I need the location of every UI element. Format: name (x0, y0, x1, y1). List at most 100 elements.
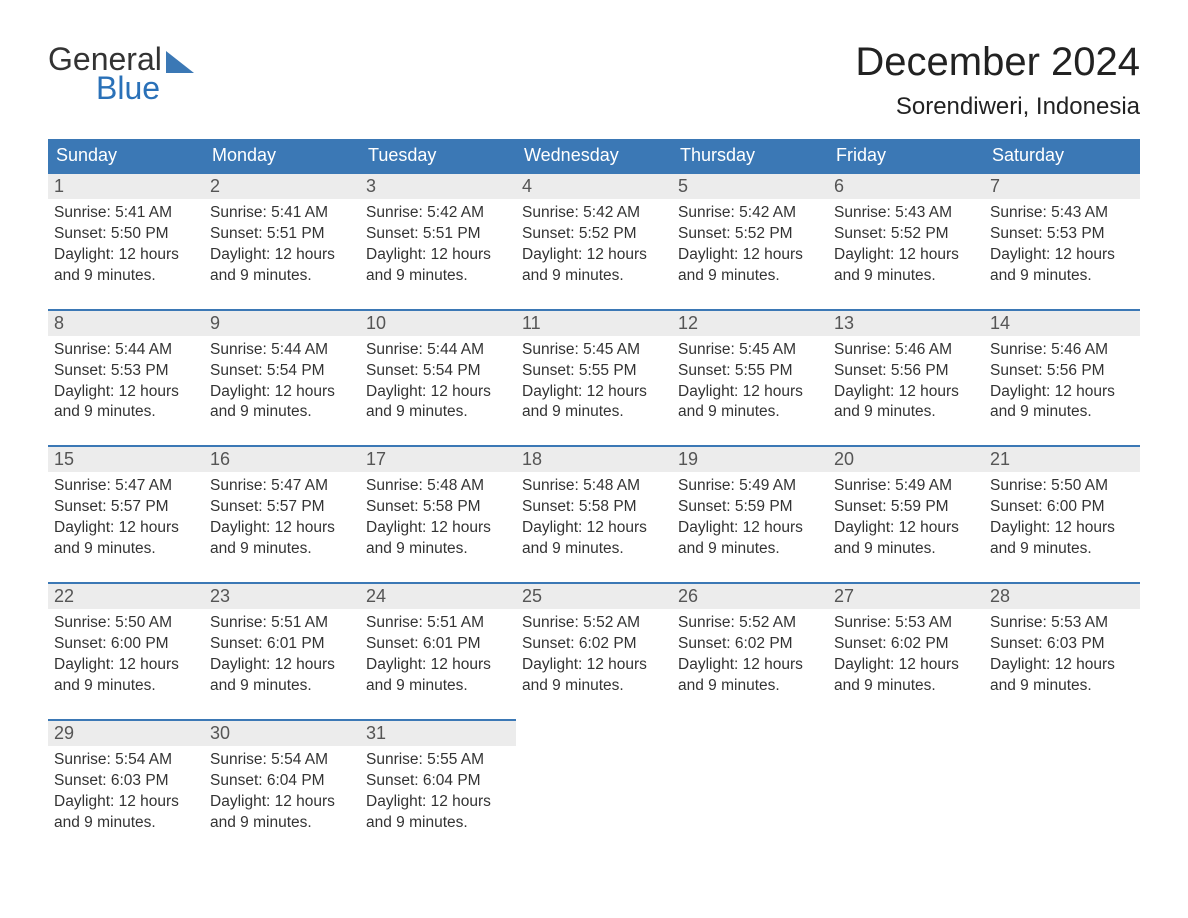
logo-triangle-icon (166, 46, 194, 78)
day-sunset: Sunset: 6:01 PM (210, 634, 354, 655)
day-dl1: Daylight: 12 hours (678, 245, 822, 266)
weekday-header: Monday (204, 139, 360, 172)
day-number: 13 (828, 309, 984, 336)
calendar-day-cell: 31Sunrise: 5:55 AMSunset: 6:04 PMDayligh… (360, 719, 516, 856)
calendar-day-cell (828, 719, 984, 856)
calendar-day-cell: 19Sunrise: 5:49 AMSunset: 5:59 PMDayligh… (672, 445, 828, 582)
day-dl2: and 9 minutes. (990, 539, 1134, 560)
calendar-body: 1Sunrise: 5:41 AMSunset: 5:50 PMDaylight… (48, 172, 1140, 855)
calendar-day-cell (984, 719, 1140, 856)
day-number: 28 (984, 582, 1140, 609)
title-block: December 2024 Sorendiweri, Indonesia (855, 40, 1140, 121)
day-sunrise: Sunrise: 5:47 AM (210, 476, 354, 497)
day-sunrise: Sunrise: 5:52 AM (522, 613, 666, 634)
calendar-day-cell: 2Sunrise: 5:41 AMSunset: 5:51 PMDaylight… (204, 172, 360, 309)
day-number: 26 (672, 582, 828, 609)
calendar-day-cell: 4Sunrise: 5:42 AMSunset: 5:52 PMDaylight… (516, 172, 672, 309)
day-dl2: and 9 minutes. (990, 402, 1134, 423)
day-dl1: Daylight: 12 hours (522, 518, 666, 539)
day-dl1: Daylight: 12 hours (54, 518, 198, 539)
day-sunset: Sunset: 5:58 PM (366, 497, 510, 518)
day-sunset: Sunset: 6:02 PM (678, 634, 822, 655)
calendar-day-cell: 14Sunrise: 5:46 AMSunset: 5:56 PMDayligh… (984, 309, 1140, 446)
day-dl2: and 9 minutes. (210, 813, 354, 834)
day-sunrise: Sunrise: 5:51 AM (210, 613, 354, 634)
day-dl2: and 9 minutes. (366, 676, 510, 697)
day-sunset: Sunset: 6:03 PM (54, 771, 198, 792)
day-number: 25 (516, 582, 672, 609)
day-dl1: Daylight: 12 hours (54, 382, 198, 403)
day-dl2: and 9 minutes. (54, 813, 198, 834)
day-sunrise: Sunrise: 5:45 AM (522, 340, 666, 361)
day-dl1: Daylight: 12 hours (54, 655, 198, 676)
day-dl1: Daylight: 12 hours (678, 382, 822, 403)
calendar-day-cell: 28Sunrise: 5:53 AMSunset: 6:03 PMDayligh… (984, 582, 1140, 719)
day-sunset: Sunset: 5:50 PM (54, 224, 198, 245)
day-sunset: Sunset: 5:52 PM (522, 224, 666, 245)
calendar-day-cell: 26Sunrise: 5:52 AMSunset: 6:02 PMDayligh… (672, 582, 828, 719)
day-sunrise: Sunrise: 5:46 AM (990, 340, 1134, 361)
day-sunset: Sunset: 5:51 PM (366, 224, 510, 245)
day-dl2: and 9 minutes. (54, 266, 198, 287)
day-number: 4 (516, 172, 672, 199)
day-dl1: Daylight: 12 hours (834, 518, 978, 539)
day-dl1: Daylight: 12 hours (834, 382, 978, 403)
day-dl2: and 9 minutes. (834, 402, 978, 423)
day-sunset: Sunset: 5:57 PM (210, 497, 354, 518)
day-sunrise: Sunrise: 5:48 AM (366, 476, 510, 497)
day-sunrise: Sunrise: 5:50 AM (990, 476, 1134, 497)
calendar-table: Sunday Monday Tuesday Wednesday Thursday… (48, 139, 1140, 855)
day-dl2: and 9 minutes. (678, 402, 822, 423)
day-number: 6 (828, 172, 984, 199)
calendar-day-cell: 18Sunrise: 5:48 AMSunset: 5:58 PMDayligh… (516, 445, 672, 582)
day-dl1: Daylight: 12 hours (990, 245, 1134, 266)
day-sunset: Sunset: 6:04 PM (210, 771, 354, 792)
day-dl1: Daylight: 12 hours (990, 382, 1134, 403)
day-sunrise: Sunrise: 5:44 AM (366, 340, 510, 361)
day-sunset: Sunset: 5:53 PM (54, 361, 198, 382)
day-sunrise: Sunrise: 5:42 AM (522, 203, 666, 224)
calendar-day-cell: 23Sunrise: 5:51 AMSunset: 6:01 PMDayligh… (204, 582, 360, 719)
weekday-header: Wednesday (516, 139, 672, 172)
calendar-day-cell: 25Sunrise: 5:52 AMSunset: 6:02 PMDayligh… (516, 582, 672, 719)
day-dl2: and 9 minutes. (54, 676, 198, 697)
calendar-day-cell: 22Sunrise: 5:50 AMSunset: 6:00 PMDayligh… (48, 582, 204, 719)
day-sunrise: Sunrise: 5:44 AM (210, 340, 354, 361)
day-number: 7 (984, 172, 1140, 199)
day-dl1: Daylight: 12 hours (210, 655, 354, 676)
day-dl2: and 9 minutes. (366, 539, 510, 560)
month-title: December 2024 (855, 40, 1140, 85)
day-dl1: Daylight: 12 hours (210, 382, 354, 403)
day-dl2: and 9 minutes. (834, 266, 978, 287)
day-sunset: Sunset: 5:51 PM (210, 224, 354, 245)
day-dl2: and 9 minutes. (366, 813, 510, 834)
day-dl2: and 9 minutes. (678, 676, 822, 697)
calendar-day-cell: 3Sunrise: 5:42 AMSunset: 5:51 PMDaylight… (360, 172, 516, 309)
day-number: 18 (516, 445, 672, 472)
day-sunset: Sunset: 6:03 PM (990, 634, 1134, 655)
calendar-week-row: 15Sunrise: 5:47 AMSunset: 5:57 PMDayligh… (48, 445, 1140, 582)
day-dl2: and 9 minutes. (522, 676, 666, 697)
page-header: General Blue December 2024 Sorendiweri, … (48, 40, 1140, 121)
day-dl1: Daylight: 12 hours (990, 655, 1134, 676)
day-dl1: Daylight: 12 hours (522, 655, 666, 676)
day-number: 16 (204, 445, 360, 472)
day-number: 20 (828, 445, 984, 472)
day-sunrise: Sunrise: 5:45 AM (678, 340, 822, 361)
day-dl2: and 9 minutes. (210, 676, 354, 697)
day-dl2: and 9 minutes. (990, 676, 1134, 697)
day-sunset: Sunset: 6:02 PM (834, 634, 978, 655)
day-sunrise: Sunrise: 5:41 AM (54, 203, 198, 224)
calendar-day-cell: 20Sunrise: 5:49 AMSunset: 5:59 PMDayligh… (828, 445, 984, 582)
day-sunrise: Sunrise: 5:50 AM (54, 613, 198, 634)
day-number: 24 (360, 582, 516, 609)
day-sunrise: Sunrise: 5:47 AM (54, 476, 198, 497)
weekday-header: Thursday (672, 139, 828, 172)
day-sunset: Sunset: 6:00 PM (54, 634, 198, 655)
day-sunset: Sunset: 5:56 PM (990, 361, 1134, 382)
day-dl2: and 9 minutes. (210, 266, 354, 287)
day-number: 29 (48, 719, 204, 746)
day-dl2: and 9 minutes. (366, 266, 510, 287)
calendar-day-cell: 30Sunrise: 5:54 AMSunset: 6:04 PMDayligh… (204, 719, 360, 856)
logo: General Blue (48, 40, 194, 104)
